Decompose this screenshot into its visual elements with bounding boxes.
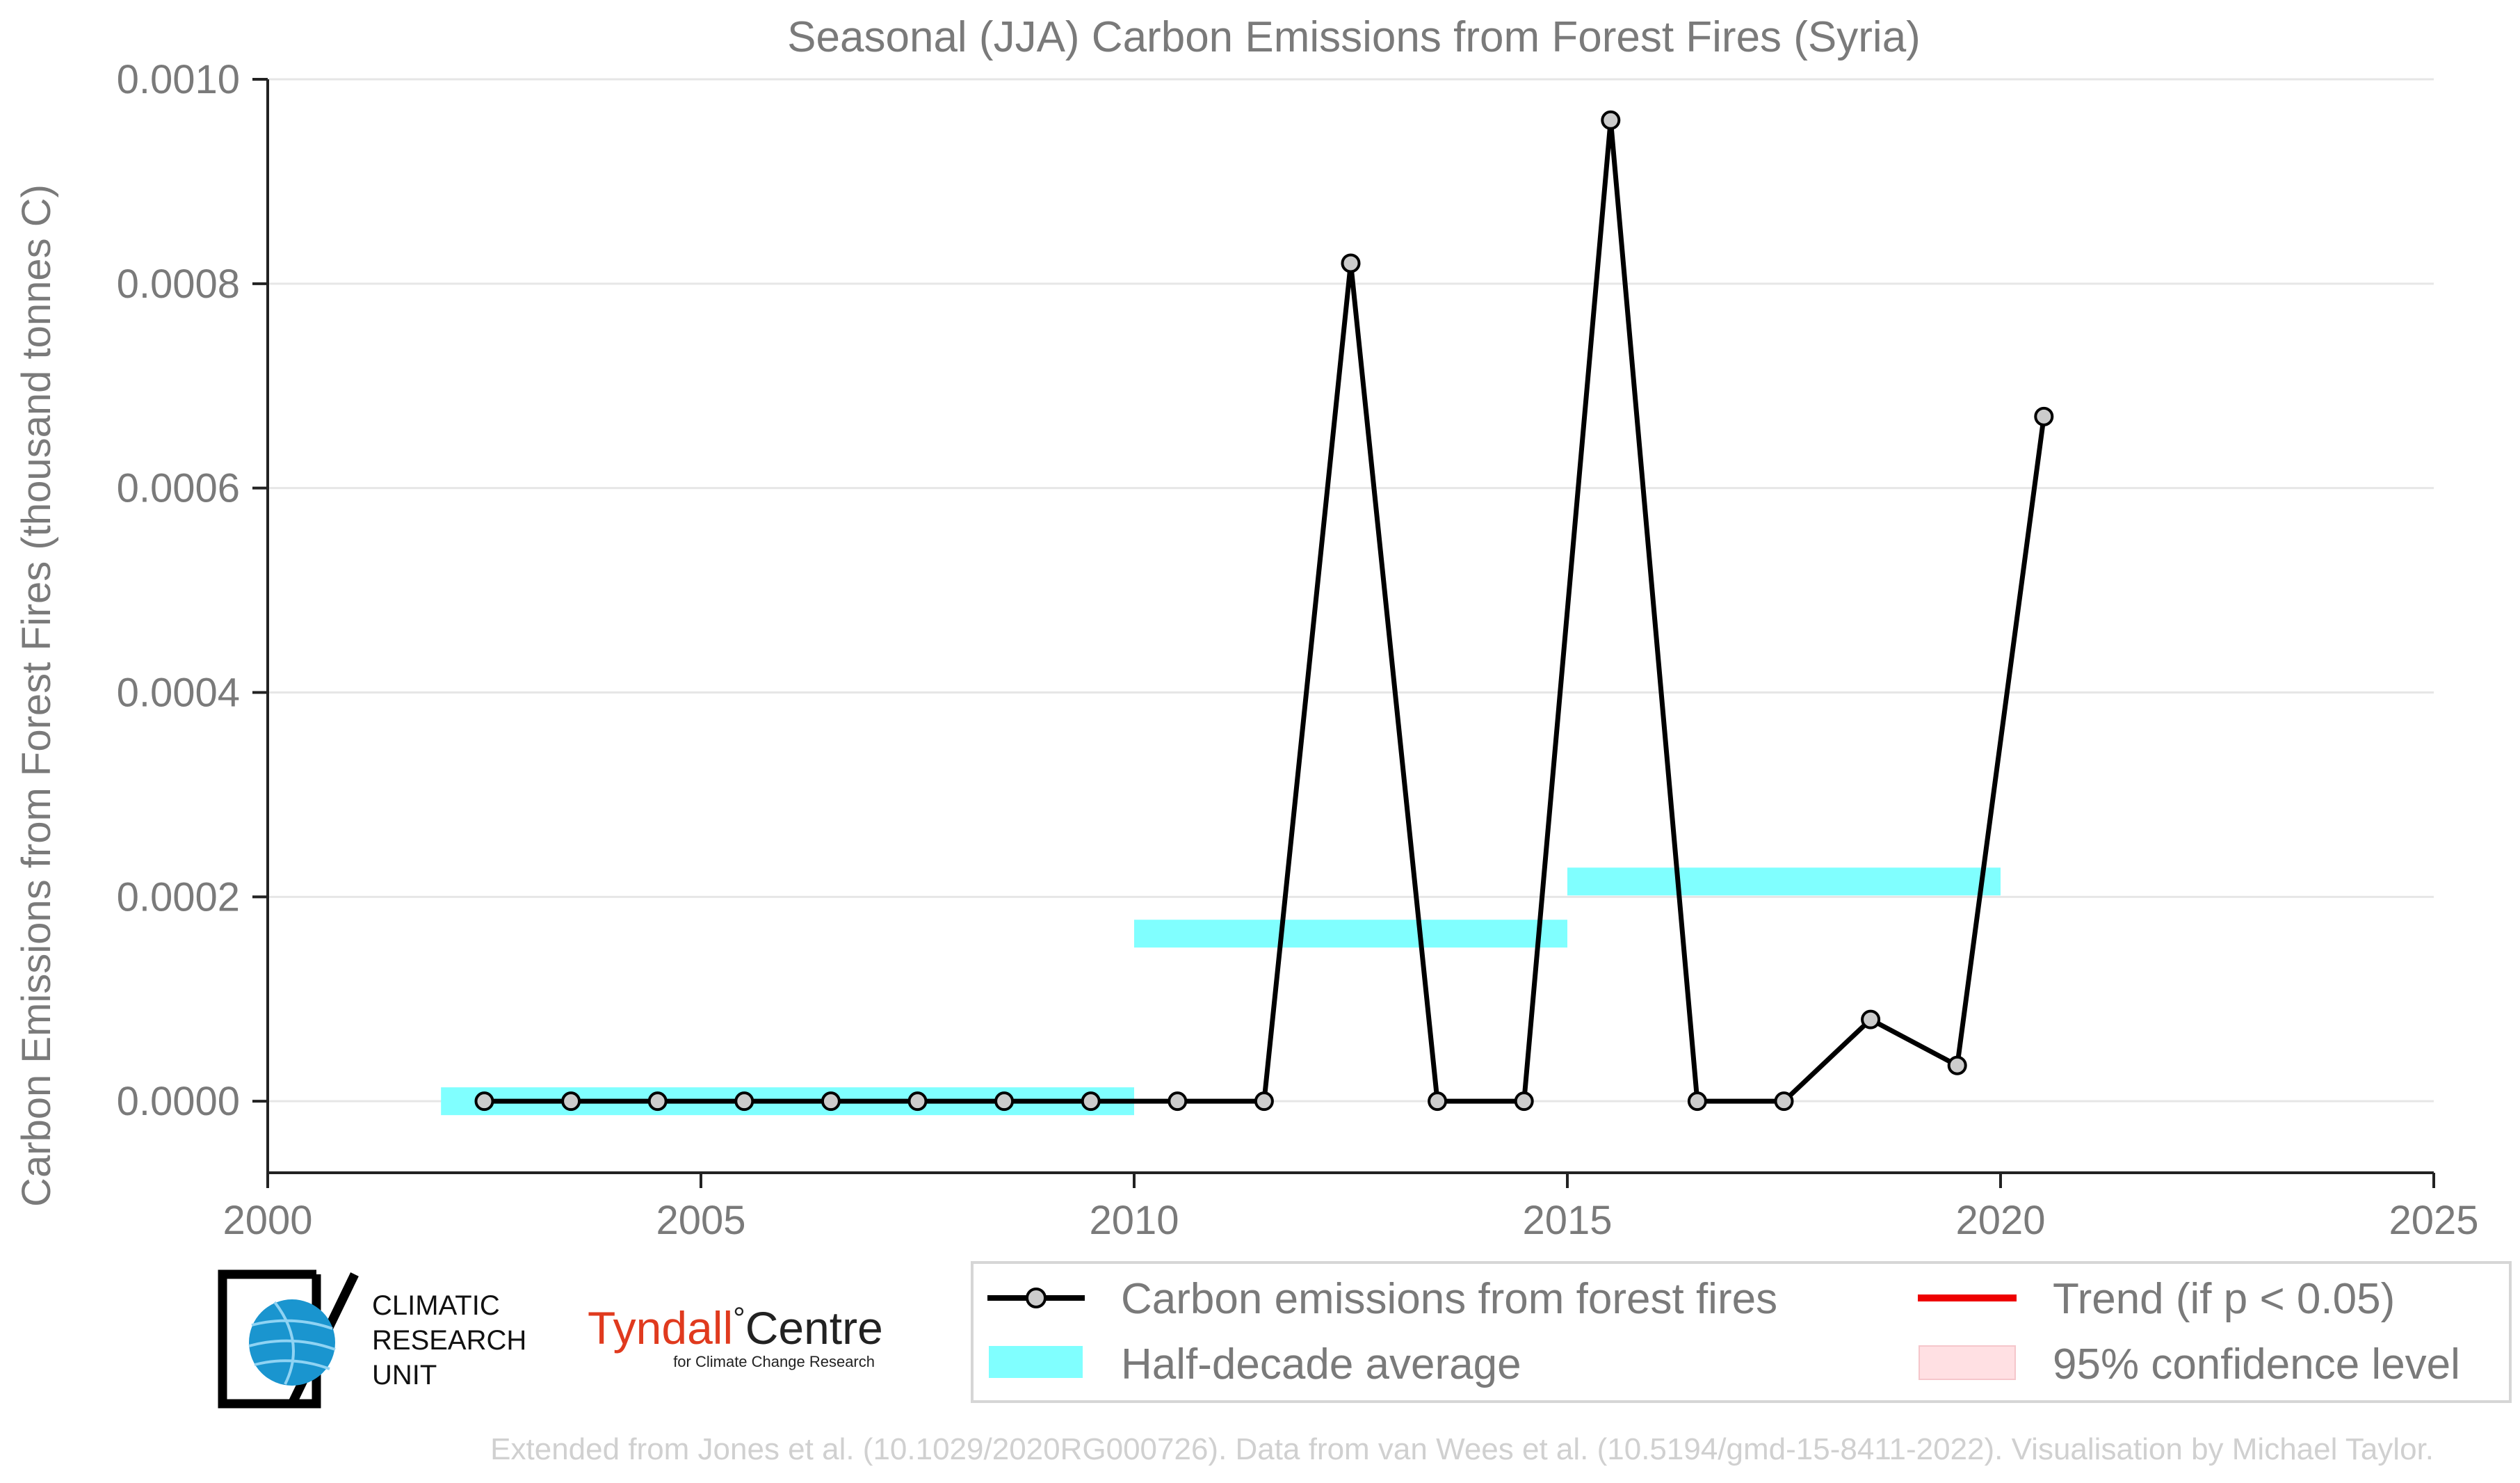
data-point [1428, 1091, 1448, 1112]
svg-text:Tyndall°Centre: Tyndall°Centre [588, 1301, 883, 1354]
x-tick-label: 2025 [2389, 1198, 2478, 1243]
data-point [1774, 1091, 1794, 1112]
tyndall-logo-name-a: Tyndall [588, 1302, 733, 1354]
data-point [1168, 1091, 1188, 1112]
axes [266, 79, 2434, 1174]
data-point [1254, 1091, 1274, 1112]
legend-label-trend: Trend (if p < 0.05) [2053, 1275, 2395, 1323]
data-point [2034, 406, 2054, 426]
cru-logo: CLIMATIC RESEARCH UNIT [218, 1269, 526, 1409]
legend-item-carbon-emissions: Carbon emissions from forest fires [987, 1275, 1777, 1323]
data-point [474, 1091, 494, 1112]
y-tick-label: 0.0002 [117, 874, 240, 920]
legend-item-half-decade: Half-decade average [989, 1340, 1521, 1388]
half-decade-average-bar [1134, 920, 1567, 948]
legend-item-confidence: 95% confidence level [1919, 1340, 2460, 1388]
gridlines [268, 78, 2434, 1103]
legend-band-swatch [989, 1346, 1083, 1378]
y-tick-label: 0.0004 [117, 670, 240, 715]
legend-label-carbon-emissions: Carbon emissions from forest fires [1121, 1275, 1777, 1323]
legend: Carbon emissions from forest fires Trend… [971, 1261, 2512, 1403]
x-tick-label: 2010 [1089, 1198, 1179, 1243]
data-point [1947, 1055, 1967, 1075]
tyndall-logo-degree: ° [733, 1301, 745, 1336]
data-point [1514, 1091, 1534, 1112]
data-point [561, 1091, 581, 1112]
data-point [821, 1091, 841, 1112]
half-decade-average-bands [441, 867, 2001, 1116]
data-point [1601, 110, 1621, 130]
legend-item-trend: Trend (if p < 0.05) [1918, 1275, 2395, 1323]
data-point [1861, 1009, 1881, 1029]
data-point [647, 1091, 668, 1112]
data-point [1081, 1091, 1101, 1112]
x-tick-label: 2015 [1522, 1198, 1612, 1243]
chart-title: Seasonal (JJA) Carbon Emissions from For… [787, 13, 1921, 61]
y-tick-label: 0.0010 [117, 57, 240, 102]
data-point [1341, 253, 1361, 273]
half-decade-average-bar [1567, 867, 2001, 896]
y-axis-title: Carbon Emissions from Forest Fires (thou… [14, 184, 59, 1207]
data-point [1687, 1091, 1707, 1112]
y-tick-label: 0.0006 [117, 466, 240, 511]
series-carbon-emissions [474, 110, 2054, 1112]
series-line [484, 120, 2046, 1104]
footer-credits: Extended from Jones et al. (10.1029/2020… [490, 1432, 2434, 1466]
data-point [734, 1091, 754, 1112]
data-point [907, 1091, 928, 1112]
cru-logo-line3: UNIT [372, 1360, 437, 1390]
tyndall-logo-name-b: Centre [745, 1302, 883, 1354]
legend-confidence-swatch [1919, 1345, 2016, 1380]
legend-label-half-decade: Half-decade average [1121, 1340, 1521, 1388]
tyndall-logo-subtitle: for Climate Change Research [673, 1353, 875, 1370]
cru-globe-lines-icon [248, 1301, 336, 1385]
legend-frame [971, 1261, 2512, 1403]
tick-labels: 0.0000 0.0002 0.0004 0.0006 0.0008 0.0010 2000… [117, 57, 2479, 1243]
y-tick-label: 0.0000 [117, 1079, 240, 1124]
legend-label-confidence: 95% confidence level [2053, 1340, 2460, 1388]
x-tick-label: 2000 [223, 1198, 312, 1243]
cru-logo-line2: RESEARCH [372, 1325, 526, 1356]
y-tick-label: 0.0008 [117, 262, 240, 307]
tyndall-logo: Tyndall°Centre for Climate Change Resear… [588, 1301, 883, 1370]
cru-logo-line1: CLIMATIC [372, 1290, 500, 1321]
legend-marker-swatch [1026, 1288, 1047, 1308]
data-point [994, 1091, 1015, 1112]
x-tick-label: 2020 [1955, 1198, 2045, 1243]
x-tick-label: 2005 [656, 1198, 745, 1243]
